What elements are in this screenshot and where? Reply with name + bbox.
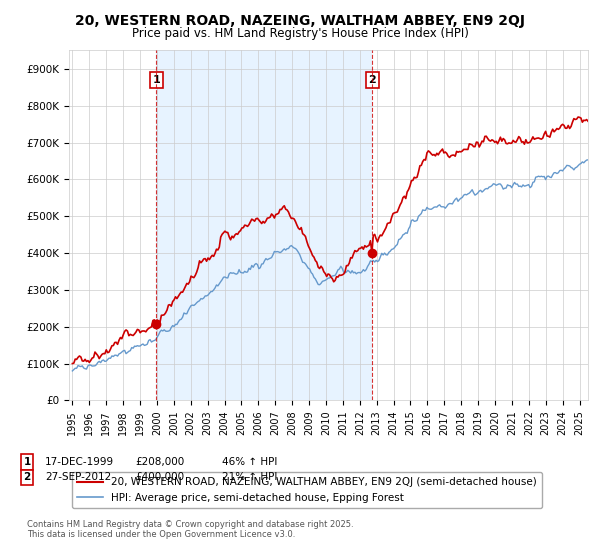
Legend: 20, WESTERN ROAD, NAZEING, WALTHAM ABBEY, EN9 2QJ (semi-detached house), HPI: Av: 20, WESTERN ROAD, NAZEING, WALTHAM ABBEY… xyxy=(71,472,542,508)
Text: 17-DEC-1999: 17-DEC-1999 xyxy=(45,457,114,467)
Text: £208,000: £208,000 xyxy=(135,457,184,467)
Text: Contains HM Land Registry data © Crown copyright and database right 2025.
This d: Contains HM Land Registry data © Crown c… xyxy=(27,520,353,539)
Bar xyxy=(156,50,372,400)
Text: 2: 2 xyxy=(23,472,31,482)
Text: 20, WESTERN ROAD, NAZEING, WALTHAM ABBEY, EN9 2QJ: 20, WESTERN ROAD, NAZEING, WALTHAM ABBEY… xyxy=(75,14,525,28)
Text: 27-SEP-2012: 27-SEP-2012 xyxy=(45,472,111,482)
Text: 21% ↑ HPI: 21% ↑ HPI xyxy=(222,472,277,482)
Text: 46% ↑ HPI: 46% ↑ HPI xyxy=(222,457,277,467)
Text: £400,000: £400,000 xyxy=(135,472,184,482)
Text: 2: 2 xyxy=(368,75,376,85)
Text: 1: 1 xyxy=(152,75,160,85)
Text: Price paid vs. HM Land Registry's House Price Index (HPI): Price paid vs. HM Land Registry's House … xyxy=(131,27,469,40)
Text: 1: 1 xyxy=(23,457,31,467)
